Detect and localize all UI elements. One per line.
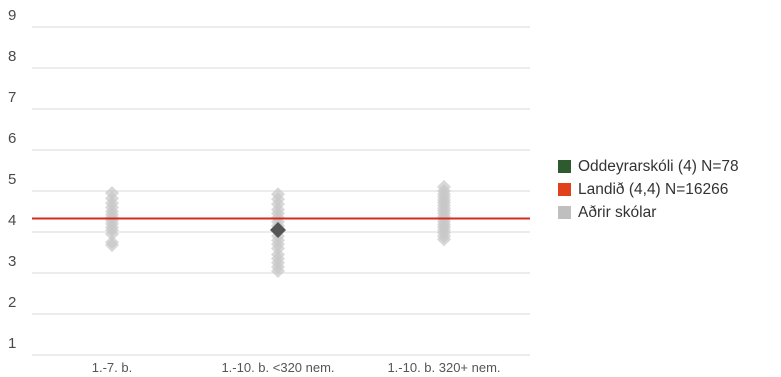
legend-item-oddeyrarskoli: Oddeyrarskóli (4) N=78: [558, 155, 739, 178]
y-tick-label-1: 1: [8, 335, 16, 352]
y-tick-label-7: 7: [8, 89, 16, 106]
point-oddeyrarskoli-1-0: [270, 221, 286, 238]
x-axis-categories: 1.-7. b. 1.-10. b. <320 nem. 1.-10. b. 320…: [92, 360, 501, 375]
x-tick-label-2: 1.-10. b. 320+ nem.: [387, 360, 500, 375]
point-adrir-skolar-2-18: [437, 232, 451, 247]
data-points: [105, 179, 451, 278]
legend-swatch-adrir-skolar: [558, 206, 571, 219]
legend-label-landid: Landið (4,4) N=16266: [578, 180, 729, 198]
point-adrir-skolar-0-11: [105, 227, 119, 242]
y-tick-label-9: 9: [8, 7, 16, 24]
legend-swatch-landid: [558, 183, 571, 196]
point-adrir-skolar-1-16: [271, 263, 285, 278]
point-adrir-skolar-0-13: [105, 238, 119, 253]
y-axis-ticks: 1 2 3 4 5 6 7 8 9: [8, 7, 16, 352]
legend-swatch-oddeyrarskoli: [558, 160, 571, 173]
y-tick-label-4: 4: [8, 212, 16, 229]
legend-label-oddeyrarskoli: Oddeyrarskóli (4) N=78: [578, 157, 739, 175]
y-tick-label-2: 2: [8, 294, 16, 311]
legend-item-adrir-skolar: Aðrir skólar: [558, 201, 739, 224]
legend-item-landid: Landið (4,4) N=16266: [558, 178, 739, 201]
legend: Oddeyrarskóli (4) N=78 Landið (4,4) N=16…: [558, 155, 739, 224]
x-tick-label-1: 1.-10. b. <320 nem.: [221, 360, 334, 375]
highlight-points: [270, 221, 286, 238]
x-tick-label-0: 1.-7. b.: [92, 360, 132, 375]
y-tick-label-8: 8: [8, 48, 16, 65]
y-tick-label-3: 3: [8, 253, 16, 270]
legend-label-adrir-skolar: Aðrir skólar: [578, 203, 657, 221]
y-tick-label-5: 5: [8, 171, 16, 188]
y-tick-label-6: 6: [8, 130, 16, 147]
